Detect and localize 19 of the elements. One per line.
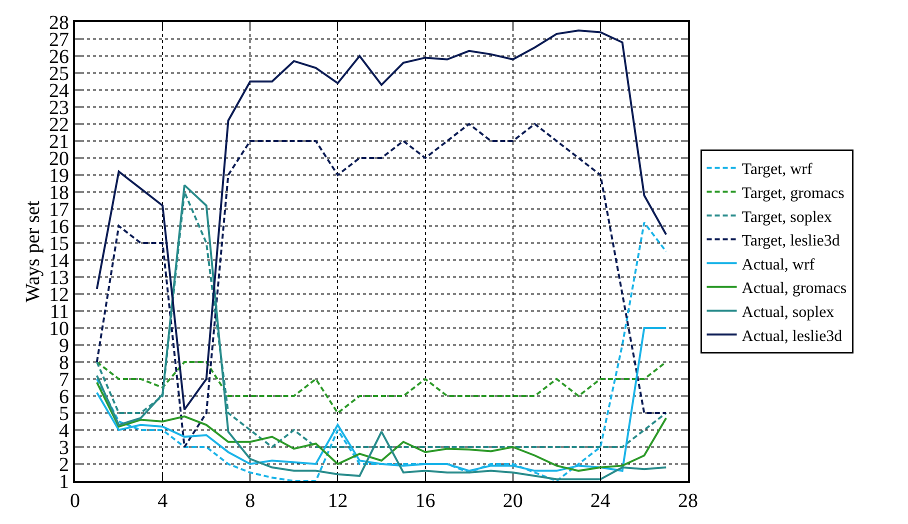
legend-label: Actual, leslie3d: [742, 328, 842, 345]
x-tick-label: 12: [328, 490, 348, 512]
legend-label: Actual, gromacs: [742, 280, 847, 298]
legend-label: Target, leslie3d: [742, 232, 840, 250]
line-series: [96, 361, 668, 414]
y-axis-title: Ways per set: [22, 200, 44, 302]
legend-label: Actual, soplex: [742, 304, 834, 321]
legend-label: Target, gromacs: [742, 184, 844, 202]
x-tick-label: 28: [678, 490, 698, 512]
x-tick-label: 24: [590, 490, 610, 512]
x-tick-label: 16: [415, 490, 436, 512]
x-tick-label: 20: [502, 490, 523, 512]
x-tick-label: 8: [245, 490, 256, 512]
x-tick-label: 4: [158, 490, 168, 512]
legend-label: Target, wrf: [742, 161, 813, 178]
legend-label: Target, soplex: [742, 208, 832, 226]
line-series: [96, 381, 668, 472]
legend-label: Actual, wrf: [742, 256, 816, 274]
x-tick-label: 0: [70, 490, 80, 512]
